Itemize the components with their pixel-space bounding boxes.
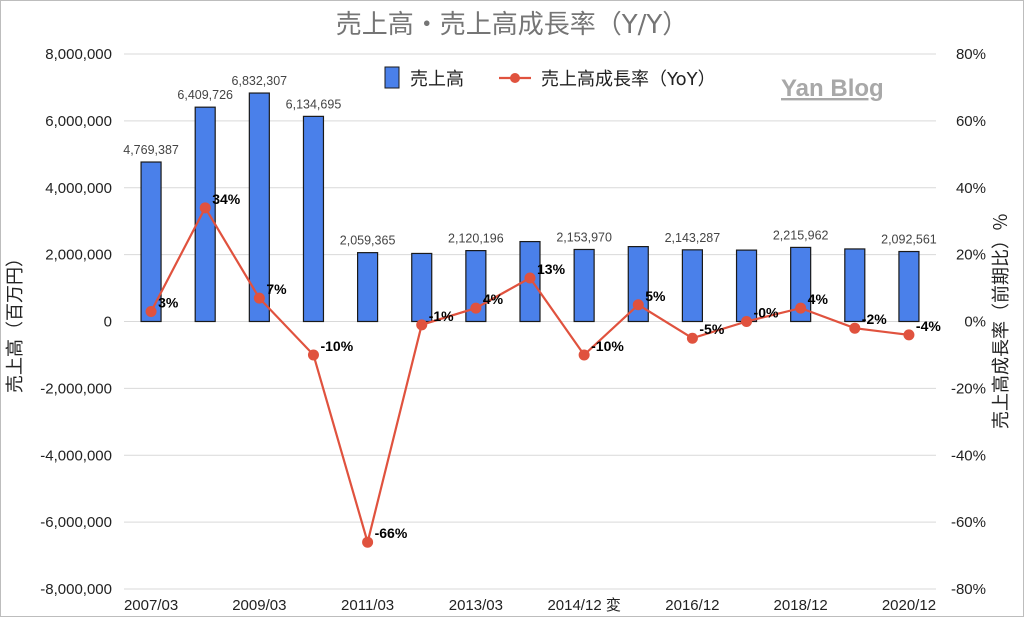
bar-value-label: 2,215,962 [773,228,829,242]
growth-point [362,536,374,548]
legend-line-marker [510,73,520,83]
growth-point [741,316,753,327]
x-axis-ticks: 2007/03 2009/03 2011/03 2013/03 2014/12 変 201… [124,597,936,614]
bar-value-label: 6,134,695 [286,97,342,111]
growth-value-label: 3% [158,294,179,310]
bar-value-label: 2,092,561 [881,233,937,247]
bar-value-label: 2,153,970 [556,230,612,244]
x-tick-label: 2020/12 [882,597,936,614]
growth-value-label: -10% [320,338,353,354]
bar-value-label: 2,120,196 [448,232,504,246]
x-tick-label: 2013/03 [449,597,503,614]
right-tick-label: 80% [956,46,986,63]
growth-value-label: -66% [375,525,408,541]
growth-point [903,329,915,341]
growth-point [307,349,319,361]
watermark-text: Yan Blog [781,75,884,102]
bar-value-label: 4,769,387 [123,143,179,157]
bar [681,249,704,323]
bar [248,92,270,323]
x-tick-label: 2007/03 [124,597,178,614]
bar [302,115,325,323]
legend: 売上高 売上高成長率（YoY） [384,66,716,90]
left-tick-label: -4,000,000 [40,447,112,464]
bar [140,161,162,323]
growth-value-label: -4% [916,318,941,334]
right-tick-label: 40% [956,180,986,197]
x-tick-label: 2016/12 [665,597,719,614]
x-tick-label: 2011/03 [341,597,394,614]
growth-value-label: -5% [699,321,724,337]
bar [898,250,920,323]
growth-value-label: 4% [483,291,504,307]
left-tick-label: 6,000,000 [45,113,112,130]
left-tick-label: 2,000,000 [45,247,112,264]
right-tick-label: 20% [956,247,986,264]
growth-point [632,299,644,311]
chart-title: 売上高・売上高成長率（Y/Y） [336,10,689,40]
legend-bar-label: 売上高 [410,69,464,90]
right-axis-title: 売上高成長率（前期比）％ [991,213,1012,429]
bar [465,250,487,323]
growth-value-label: 7% [266,281,287,297]
growth-value-label: -10% [591,338,624,354]
growth-point [253,292,265,304]
left-tick-label: -8,000,000 [40,581,112,598]
right-tick-label: -60% [951,514,986,531]
x-tick-label: 2018/12 [774,597,828,614]
bar-value-label: 6,832,307 [232,74,288,88]
right-tick-label: 60% [956,113,986,130]
left-tick-label: 4,000,000 [45,180,112,197]
bar [844,248,866,323]
growth-value-label: 13% [537,261,566,277]
growth-point [686,332,698,344]
growth-point [199,202,211,214]
bar-value-label: 2,059,365 [340,234,396,248]
right-tick-label: -80% [951,581,986,598]
right-tick-label: -20% [951,380,986,397]
growth-value-label: -2% [862,311,887,327]
bar-value-label: 2,143,287 [665,231,721,245]
growth-point [145,305,157,317]
growth-point [470,302,482,314]
growth-point [416,319,428,331]
right-tick-label: 0% [964,314,986,331]
bar [194,106,216,323]
left-tick-label: -2,000,000 [40,380,112,397]
bar [357,252,379,323]
growth-value-label: 5% [645,288,666,304]
bar [573,248,595,323]
left-tick-label: 8,000,000 [45,46,112,63]
growth-point [849,322,861,334]
left-tick-label: -6,000,000 [40,514,112,531]
legend-line-label: 売上高成長率（YoY） [541,69,716,90]
growth-value-label: 34% [212,191,241,207]
left-axis-ticks: -8,000,000 -6,000,000 -4,000,000 -2,000,000… [40,46,112,598]
right-tick-label: -40% [951,447,986,464]
bar [790,246,812,323]
growth-value-label: -1% [429,308,454,324]
bar-value-label: 6,409,726 [177,88,233,102]
left-tick-label: 0 [104,314,112,331]
growth-value-label: -0% [754,305,779,321]
growth-point [524,272,536,284]
x-tick-label: 2014/12 変 [547,597,620,614]
x-tick-label: 2009/03 [232,597,286,614]
line-series: 3% 34% 7% -10% -66% -1% 4% 13% -10% 5% -5% -0% 4% -2%… [145,191,941,548]
growth-point [578,349,590,361]
right-axis-ticks: -80% -60% -40% -20% 0% 20% 40% 60% 80% [951,46,986,598]
legend-bar-swatch [384,66,400,89]
left-axis-title: 売上高（百万円） [5,249,26,393]
growth-value-label: 4% [808,291,829,307]
growth-point [795,302,807,314]
